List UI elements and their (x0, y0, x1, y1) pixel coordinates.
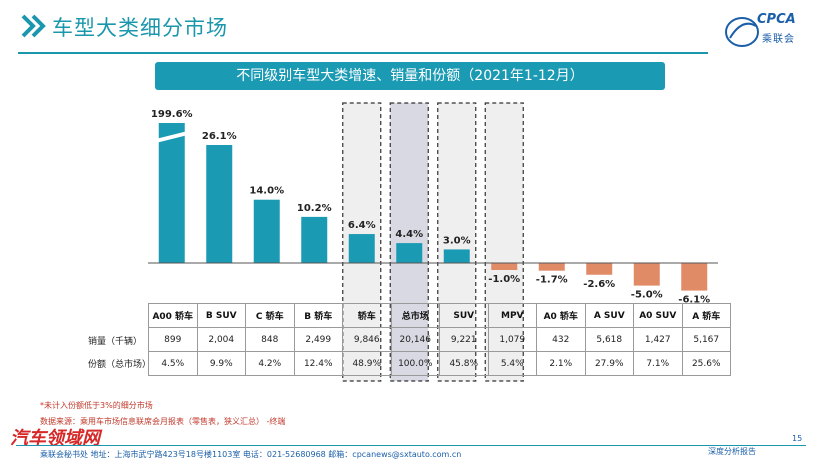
table-header-cell: 总市场 (390, 303, 440, 328)
footer-contact: 乘联会秘书处 地址：上海市武宁路423号18号楼1103室 电话：021-526… (40, 450, 462, 459)
table-cell-share: 9.9% (196, 351, 246, 376)
table-cell-share: 48.9% (342, 351, 392, 376)
chart-title: 不同级别车型大类增速、销量和份额（2021年1-12月） (236, 68, 584, 84)
data-label-1: 26.1% (202, 131, 237, 142)
data-label-4: 6.4% (348, 220, 376, 231)
data-source-note: 数据来源：乘用车市场信息联席会月报表（零售表，狭义汇总） -终端 (40, 417, 286, 426)
data-label-11: -6.1% (678, 295, 710, 306)
watermark-logo: 汽车领域网 (10, 428, 100, 449)
table-header-cell: SUV (439, 303, 489, 328)
bar-3 (301, 216, 328, 263)
table-cell-sales: 1,427 (633, 327, 683, 352)
footer-divider (16, 445, 806, 446)
data-table: A00 轿车 B SUV C 轿车 B 轿车 轿车 总市场 SUV MPV A0 轿车 A SUV… (148, 303, 731, 376)
table-cell-sales: 9,846 (342, 327, 392, 352)
bar-9 (586, 263, 613, 275)
data-label-6: 3.0% (443, 235, 471, 246)
table-cell-share: 5.4% (487, 351, 537, 376)
table-cell-sales: 1,079 (487, 327, 537, 352)
bar-6 (443, 249, 470, 263)
table-header-cell: A00 轿车 (148, 303, 198, 328)
bar-1 (206, 145, 233, 263)
table-cell-sales: 5,618 (584, 327, 634, 352)
title-bar: 车型大类细分市场 CPCA 乘联会 (0, 0, 820, 55)
data-label-10: -5.0% (631, 290, 663, 301)
title-underline (18, 52, 708, 54)
bar-0 (158, 123, 185, 263)
axis-break-mark (155, 131, 188, 143)
table-cell-sales: 899 (148, 327, 198, 352)
page-number: 15 (792, 434, 803, 443)
table-cell-sales: 432 (536, 327, 586, 352)
table-cell-share: 7.1% (633, 351, 683, 376)
row-label-sales: 销量（千辆） (88, 337, 143, 347)
bar-4 (348, 234, 375, 263)
bar-11 (681, 263, 708, 291)
table-cell-share: 45.8% (439, 351, 489, 376)
bar-7 (491, 263, 518, 270)
table-cell-sales: 848 (245, 327, 295, 352)
data-label-5: 4.4% (395, 229, 423, 240)
data-label-8: -1.7% (536, 275, 568, 286)
table-cell-sales: 2,004 (196, 327, 246, 352)
table-cell-sales: 20,146 (390, 327, 440, 352)
table-header-cell: A SUV (584, 303, 634, 328)
bar-2 (253, 199, 280, 263)
table-cell-share: 100.0% (390, 351, 440, 376)
table-row-sales: 899 2,004 848 2,499 9,846 20,146 9,221 1,079 432… (148, 327, 731, 352)
table-cell-share: 2.1% (536, 351, 586, 376)
table-header-cell: B SUV (196, 303, 246, 328)
page-title: 车型大类细分市场 (52, 16, 228, 40)
row-label-share: 份额（总市场） (88, 360, 152, 370)
table-cell-sales: 5,167 (681, 327, 731, 352)
data-label-3: 10.2% (297, 203, 332, 214)
footer-report-label: 深度分析报告 (708, 447, 756, 456)
data-label-9: -2.6% (583, 279, 615, 290)
data-label-0: 199.6% (151, 109, 193, 120)
table-cell-share: 4.5% (148, 351, 198, 376)
table-header-cell: B 轿车 (293, 303, 343, 328)
bar-8 (538, 263, 565, 271)
table-cell-share: 4.2% (245, 351, 295, 376)
chart-title-box (155, 62, 665, 90)
table-row-share: 4.5% 9.9% 4.2% 12.4% 48.9% 100.0% 45.8% 5.4% 2.1… (148, 351, 731, 376)
table-header-cell: C 轿车 (245, 303, 295, 328)
logo-subtext: 乘联会 (762, 34, 795, 45)
table-header-cell: A0 轿车 (536, 303, 586, 328)
table-cell-share: 12.4% (293, 351, 343, 376)
table-header-cell: MPV (487, 303, 537, 328)
table-cell-share: 25.6% (681, 351, 731, 376)
footnote: *未计入份额低于3%的细分市场 (40, 401, 153, 410)
table-header-cell: 轿车 (342, 303, 392, 328)
data-label-2: 14.0% (249, 186, 284, 197)
bar-10 (633, 263, 660, 286)
table-header-row: A00 轿车 B SUV C 轿车 B 轿车 轿车 总市场 SUV MPV A0 轿车 A SUV… (148, 303, 731, 328)
bar-5 (396, 243, 423, 263)
cpca-logo-icon (725, 17, 759, 47)
double-chevron-icon (21, 14, 46, 38)
table-cell-share: 27.9% (584, 351, 634, 376)
table-header-cell: A 轿车 (681, 303, 731, 328)
table-cell-sales: 9,221 (439, 327, 489, 352)
data-label-7: -1.0% (488, 274, 520, 285)
table-header-cell: A0 SUV (633, 303, 683, 328)
logo-text: CPCA (757, 12, 796, 27)
table-cell-sales: 2,499 (293, 327, 343, 352)
